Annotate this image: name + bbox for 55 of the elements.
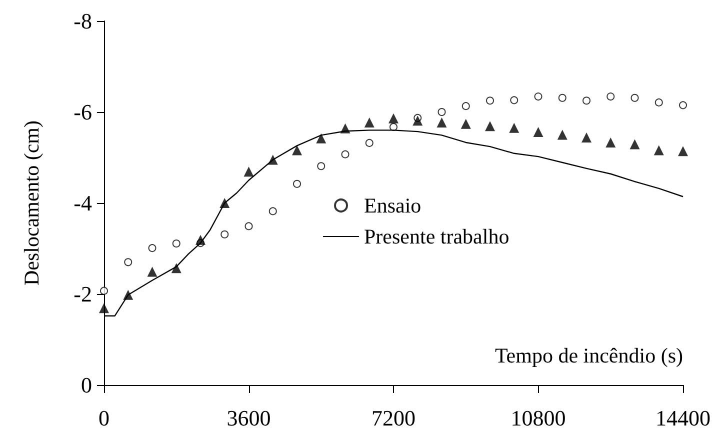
point [485,121,495,132]
x-tick-label: 3600 [226,406,271,430]
point [147,266,158,277]
y-tick-label: 0 [81,372,92,398]
point [679,101,687,110]
point [292,145,302,156]
point [148,244,156,252]
legend-label: Presente trabalho [364,224,510,248]
point [388,113,398,124]
x-tick-label: 7200 [372,406,416,430]
legend-label: Ensaio [364,194,422,218]
y-tick-label: -2 [74,282,92,306]
point [678,146,688,156]
point [244,222,253,230]
point [460,118,471,129]
point [630,94,639,102]
point [654,145,664,156]
point [341,150,350,158]
point [582,96,590,105]
point [220,230,229,238]
point [606,137,616,148]
point [268,207,277,216]
point [533,127,544,138]
point [124,258,132,266]
x-tick-label: 10800 [510,406,566,430]
point [172,239,180,248]
y-tick-label: -8 [74,8,92,34]
point [582,132,592,142]
x-tick-label: 14400 [656,406,710,430]
point [100,286,108,295]
point [364,117,374,128]
point [436,117,447,128]
point [412,116,423,126]
point [317,162,326,170]
point [316,133,326,144]
point [557,130,568,140]
point [365,138,374,147]
y-tick-label: -4 [74,190,92,216]
point [630,139,640,150]
point [558,94,566,102]
y-tick-label: -6 [74,100,92,124]
point [438,108,446,116]
point [462,102,470,110]
point [509,122,520,133]
point [244,166,254,177]
point [293,180,301,188]
point [654,98,663,106]
x-axis-title: Tempo de incêndio (s) [494,344,684,368]
point [510,96,518,104]
y-axis-title: Deslocamento (cm) [20,120,44,286]
point [99,303,109,314]
point [486,96,494,105]
point [606,92,615,101]
point [534,92,542,101]
x-tick-label: 0 [98,406,110,430]
